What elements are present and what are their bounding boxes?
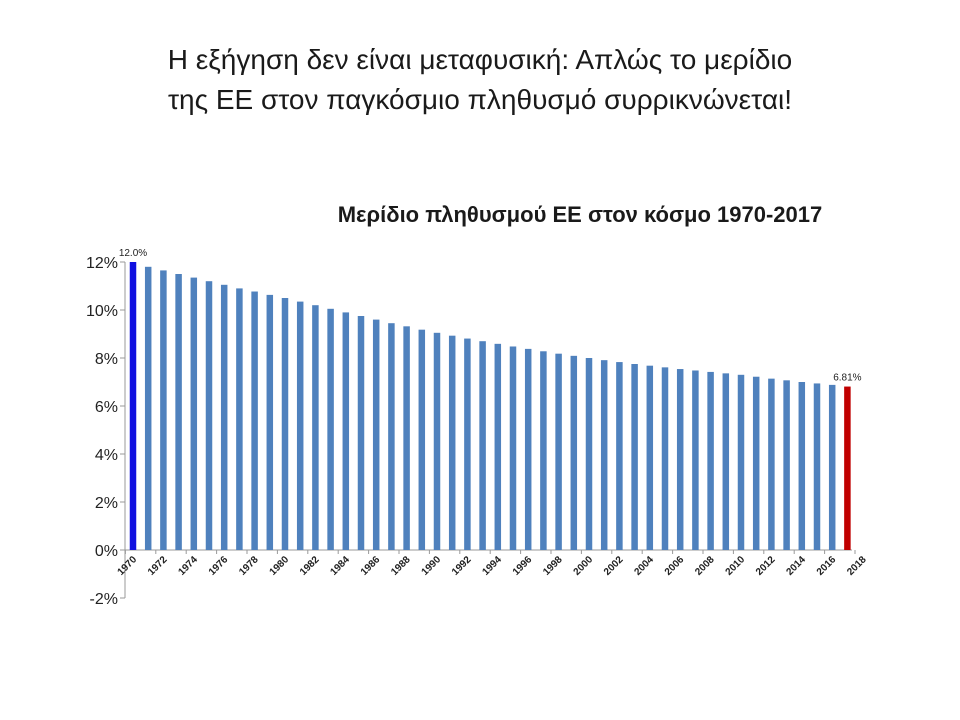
bar-1999 bbox=[570, 355, 578, 550]
y-tick-label: 2% bbox=[95, 495, 118, 512]
bar-1990 bbox=[433, 332, 441, 550]
bar-2001 bbox=[600, 360, 608, 550]
x-tick-label: 2018 bbox=[845, 554, 869, 578]
x-tick-label: 1980 bbox=[268, 554, 292, 578]
x-tick-label: 1986 bbox=[359, 554, 383, 578]
bar-1982 bbox=[312, 305, 319, 550]
x-tick-label: 1974 bbox=[176, 554, 200, 578]
bar-2005 bbox=[661, 367, 669, 550]
y-tick-label: 0% bbox=[95, 543, 118, 560]
x-tick-label: 1996 bbox=[511, 554, 535, 578]
chart-title: Μερίδιο πληθυσμού ΕΕ στον κόσμο 1970-201… bbox=[338, 202, 823, 227]
x-tick-label: 2016 bbox=[815, 554, 839, 578]
bar-2002 bbox=[616, 362, 623, 550]
data-label: 6.81% bbox=[833, 373, 861, 384]
bar-1976 bbox=[220, 284, 228, 550]
bar-1980 bbox=[281, 298, 289, 550]
bar-1975 bbox=[205, 281, 213, 550]
x-tick-label: 2000 bbox=[572, 554, 596, 578]
bar-1988 bbox=[403, 326, 410, 550]
slide-title: Η εξήγηση δεν είναι μεταφυσική: Απλώς το… bbox=[80, 40, 880, 120]
bar-2000 bbox=[585, 358, 593, 550]
bar-2016 bbox=[828, 384, 836, 550]
x-tick-label: 2010 bbox=[724, 554, 748, 578]
bar-1971 bbox=[144, 266, 152, 550]
bar-1978 bbox=[251, 291, 258, 550]
y-tick-label: -2% bbox=[90, 591, 118, 608]
bar-1970 bbox=[129, 262, 137, 550]
x-tick-label: 2008 bbox=[693, 554, 717, 578]
x-axis: 1970 1972 1974 1976 1978 1980 1982 1984 1986 1988… bbox=[116, 549, 869, 578]
bar-1992 bbox=[464, 338, 471, 550]
bar-1989 bbox=[418, 329, 426, 550]
x-tick-label: 1988 bbox=[389, 554, 413, 578]
x-tick-label: 1970 bbox=[116, 554, 140, 578]
bar-2010 bbox=[737, 374, 745, 550]
y-tick-label: 10% bbox=[86, 303, 118, 320]
x-tick-label: 2004 bbox=[632, 554, 656, 578]
y-axis: -2% 0% 2% 4% 6% 8% 10% 12% bbox=[86, 255, 126, 608]
bar-1977 bbox=[236, 288, 243, 550]
bar-2006 bbox=[676, 369, 684, 550]
x-tick-label: 2006 bbox=[663, 554, 687, 578]
bar-1994 bbox=[494, 343, 502, 550]
x-tick-label: 1990 bbox=[420, 554, 444, 578]
y-tick-label: 12% bbox=[86, 255, 118, 272]
bar-2015 bbox=[813, 383, 821, 550]
bar-1998 bbox=[555, 353, 562, 550]
y-tick-label: 4% bbox=[95, 447, 118, 464]
bar-1974 bbox=[190, 277, 198, 550]
data-labels: 12.0% 6.81% bbox=[119, 248, 862, 384]
bar-1983 bbox=[327, 308, 334, 550]
bar-1984 bbox=[342, 312, 350, 550]
bar-1987 bbox=[388, 323, 395, 550]
bar-1973 bbox=[175, 274, 182, 550]
x-tick-label: 1978 bbox=[237, 554, 261, 578]
slide-title-line-1: Η εξήγηση δεν είναι μεταφυσική: Απλώς το… bbox=[167, 44, 793, 75]
x-tick-label: 1994 bbox=[480, 554, 504, 578]
bar-2003 bbox=[631, 364, 638, 550]
bar-2009 bbox=[722, 373, 730, 550]
bar-2014 bbox=[798, 382, 806, 550]
x-tick-label: 1982 bbox=[298, 554, 322, 578]
bar-1972 bbox=[160, 270, 167, 550]
x-tick-label: 1976 bbox=[207, 554, 231, 578]
bar-1997 bbox=[540, 351, 547, 550]
y-tick-label: 6% bbox=[95, 399, 118, 416]
bar-2013 bbox=[783, 380, 790, 550]
x-tick-label: 1992 bbox=[450, 554, 474, 578]
bar-2004 bbox=[646, 365, 654, 550]
bar-1991 bbox=[448, 335, 456, 550]
bar-1993 bbox=[479, 341, 486, 550]
bar-1981 bbox=[296, 301, 304, 550]
x-tick-label: 2012 bbox=[754, 554, 778, 578]
bar-2012 bbox=[768, 378, 775, 550]
x-tick-label: 2002 bbox=[602, 554, 626, 578]
bar-1996 bbox=[524, 348, 532, 550]
x-tick-label: 1972 bbox=[146, 554, 170, 578]
bar-2007 bbox=[692, 370, 699, 550]
data-label: 12.0% bbox=[119, 248, 147, 259]
bar-2017 bbox=[844, 386, 851, 550]
bar-1995 bbox=[509, 346, 517, 550]
bar-1985 bbox=[357, 316, 365, 550]
x-tick-label: 1998 bbox=[541, 554, 565, 578]
x-tick-label: 1984 bbox=[328, 554, 352, 578]
bar-2008 bbox=[707, 371, 714, 550]
slide-title-line-2: της ΕΕ στον παγκόσμιο πληθυσμό συρρικνών… bbox=[167, 84, 793, 115]
bar-1979 bbox=[266, 294, 274, 550]
x-tick-label: 2014 bbox=[784, 554, 808, 578]
bar-2011 bbox=[752, 376, 760, 550]
y-tick-label: 8% bbox=[95, 351, 118, 368]
bars bbox=[129, 262, 851, 550]
bar-1986 bbox=[372, 319, 380, 550]
